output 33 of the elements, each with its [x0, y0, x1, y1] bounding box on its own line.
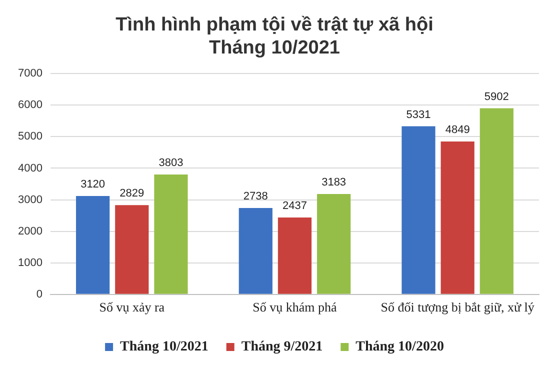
data-label: 2738	[243, 190, 268, 203]
x-tick-label: Số đối tượng bị bắt giữ, xử lý	[380, 300, 535, 315]
data-label: 3120	[80, 178, 106, 191]
bar	[440, 141, 474, 294]
data-label: 2829	[120, 188, 144, 200]
bar	[154, 174, 188, 294]
data-label: 2437	[282, 200, 307, 212]
bar	[480, 108, 514, 294]
y-tick-label: 7000	[18, 68, 42, 80]
y-tick-label: 4000	[18, 162, 42, 174]
chart-title: Tình hình phạm tội về trật tự xã hội Tháng 10/2021	[116, 14, 434, 58]
legend-label: Tháng 10/2020	[356, 340, 444, 355]
bar	[402, 126, 436, 294]
y-tick-label: 0	[36, 288, 42, 300]
legend-label: Tháng 10/2021	[120, 340, 208, 355]
data-label: 4849	[445, 124, 470, 136]
data-label: 5902	[484, 90, 509, 103]
bar	[238, 208, 272, 294]
y-tick-label: 2000	[18, 225, 42, 238]
x-tick-label: Số vụ khám phá	[252, 300, 338, 315]
y-tick-label: 3000	[18, 194, 42, 206]
y-tick-label: 5000	[18, 130, 42, 143]
legend-label: Tháng 9/2021	[241, 340, 323, 355]
data-label: 3803	[158, 156, 184, 169]
x-tick-label: Số vụ xảy ra	[99, 300, 165, 315]
data-label: 3183	[322, 176, 346, 189]
data-label: 5331	[406, 108, 431, 121]
bar	[317, 194, 351, 294]
y-tick-label: 6000	[18, 99, 42, 112]
bar	[115, 205, 149, 294]
y-tick-label: 1000	[18, 256, 42, 269]
bar	[278, 218, 312, 294]
bar	[76, 196, 110, 294]
